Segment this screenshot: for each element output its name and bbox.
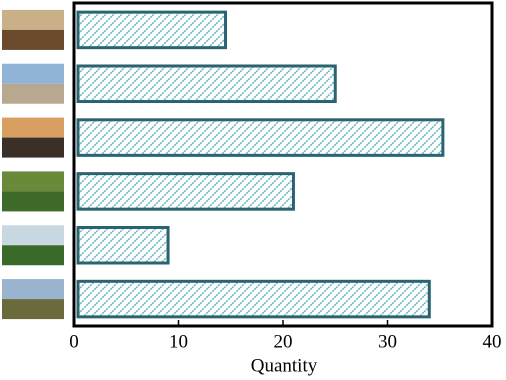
category-icons — [2, 9, 64, 320]
category-icon — [2, 137, 64, 158]
x-tick-label: 40 — [483, 331, 502, 352]
category-icon — [2, 83, 64, 104]
category-icon — [2, 245, 64, 266]
category-icon — [2, 63, 64, 84]
category-icon — [2, 191, 64, 212]
bar — [76, 64, 337, 104]
x-tick-label: 0 — [69, 331, 79, 352]
bar — [76, 225, 170, 265]
bar — [76, 10, 228, 50]
plot-frame — [72, 1, 494, 328]
category-icon — [2, 29, 64, 50]
category-icon — [2, 225, 64, 246]
category-icon — [2, 171, 64, 192]
category-icon — [2, 117, 64, 138]
x-tick-label: 10 — [169, 331, 188, 352]
bar — [76, 172, 295, 211]
bar — [76, 118, 445, 157]
x-axis-label: Quantity — [251, 355, 318, 376]
category-icon — [2, 9, 64, 30]
x-tick-label: 30 — [378, 331, 397, 352]
category-icon — [2, 279, 64, 300]
x-tick-label: 20 — [274, 331, 293, 352]
category-icon — [2, 299, 64, 320]
bar — [76, 279, 431, 319]
